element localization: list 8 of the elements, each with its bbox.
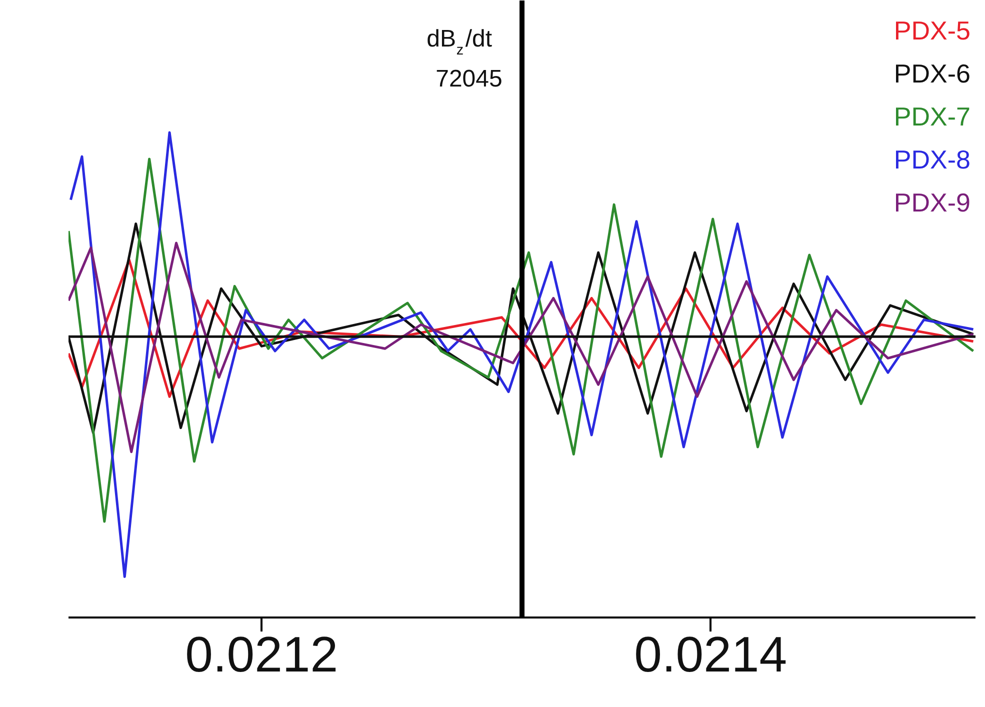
text: PDX-7 xyxy=(894,102,970,132)
text: 72045 xyxy=(436,66,502,92)
x-tick-label: 0.0212 xyxy=(185,626,338,682)
text: PDX-9 xyxy=(894,188,970,218)
x-tick-label: 0.0214 xyxy=(634,626,788,682)
text: PDX-8 xyxy=(894,144,970,174)
text: PDX-6 xyxy=(894,58,970,88)
text: PDX-5 xyxy=(894,16,970,46)
